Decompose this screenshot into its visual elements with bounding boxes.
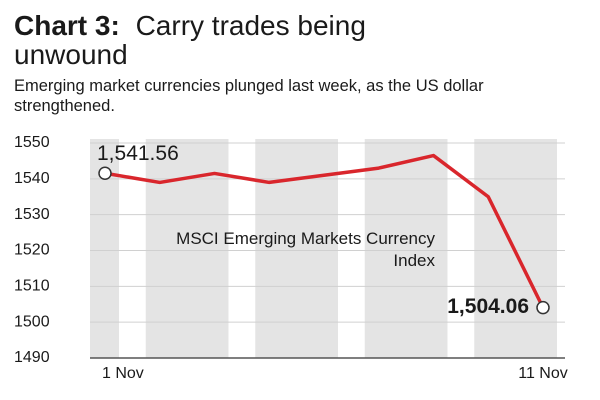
point-marker bbox=[536, 300, 550, 315]
x-tick-label: 1 Nov bbox=[102, 365, 144, 382]
annotation-line: Index bbox=[393, 251, 435, 270]
plot-area bbox=[90, 139, 565, 358]
x-tick-label: 11 Nov bbox=[518, 365, 568, 382]
y-tick-label: 1500 bbox=[14, 313, 50, 330]
point-marker bbox=[98, 166, 112, 180]
stripe bbox=[557, 139, 584, 358]
chart-title-text: unwound bbox=[14, 39, 128, 70]
y-tick-label: 1530 bbox=[14, 206, 50, 223]
subtitle: Emerging market currencies plunged last … bbox=[14, 77, 484, 115]
annotation-line: MSCI Emerging Markets Currency bbox=[176, 229, 435, 248]
y-tick-label: 1490 bbox=[14, 349, 50, 366]
stripe bbox=[447, 139, 475, 358]
subtitle-line: Emerging market currencies plunged last … bbox=[14, 77, 484, 95]
chart-title-text: Carry trades being bbox=[136, 10, 366, 41]
stripe bbox=[228, 139, 256, 358]
chart-title: Chart 3: Carry trades being unwound bbox=[14, 10, 366, 70]
y-tick-label: 1550 bbox=[14, 134, 50, 151]
value-label: 1,504.06 bbox=[447, 295, 529, 318]
annotation: MSCI Emerging Markets Currency Index bbox=[176, 229, 435, 270]
subtitle-line: strengthened. bbox=[14, 97, 115, 115]
stripe bbox=[338, 139, 365, 358]
title-label: Chart 3: bbox=[14, 10, 120, 41]
y-tick-label: 1540 bbox=[14, 170, 50, 187]
y-tick-label: 1520 bbox=[14, 242, 50, 259]
value-label: 1,541.56 bbox=[97, 142, 179, 165]
stripe bbox=[119, 139, 146, 358]
data-line bbox=[104, 153, 545, 309]
y-tick-label: 1510 bbox=[14, 278, 50, 295]
